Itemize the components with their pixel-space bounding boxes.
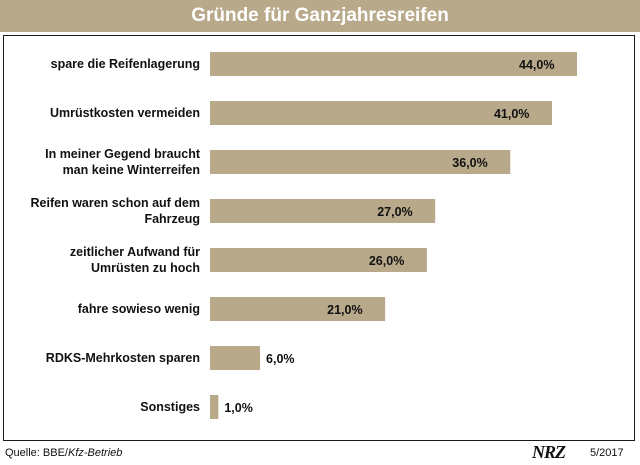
category-label-line: Umrüsten zu hoch xyxy=(91,261,200,275)
source-publication: Kfz-Betrieb xyxy=(67,447,123,459)
source-prefix: Quelle: BBE/ xyxy=(5,447,68,459)
value-label: 44,0% xyxy=(519,58,554,72)
value-label: 6,0% xyxy=(266,352,295,366)
source-note: Quelle: BBE/Kfz-Betrieb xyxy=(5,447,122,459)
category-label: RDKS-Mehrkosten sparen xyxy=(46,351,200,365)
title-bar: Gründe für Ganzjahresreifen xyxy=(0,0,640,32)
category-label-line: man keine Winterreifen xyxy=(63,163,200,177)
category-label-line: fahre sowieso wenig xyxy=(78,302,200,316)
value-label: 27,0% xyxy=(377,205,412,219)
value-label: 21,0% xyxy=(327,303,362,317)
bar xyxy=(210,101,552,125)
category-label: spare die Reifenlagerung xyxy=(51,57,200,71)
bar xyxy=(210,297,386,321)
category-label: Sonstiges xyxy=(140,400,200,414)
bar xyxy=(210,199,436,223)
category-label-line: RDKS-Mehrkosten sparen xyxy=(46,351,200,365)
publisher-logo: NRZ xyxy=(531,443,567,461)
category-label-line: Fahrzeug xyxy=(144,212,200,226)
category-label-line: zeitlicher Aufwand für xyxy=(70,245,200,259)
category-label-line: Umrüstkosten vermeiden xyxy=(50,106,200,120)
logo-text: NRZ xyxy=(531,443,566,461)
value-label: 41,0% xyxy=(494,107,529,121)
category-label: In meiner Gegend braucht man keine Winter… xyxy=(45,147,201,177)
value-label: 26,0% xyxy=(369,254,404,268)
value-label: 1,0% xyxy=(224,401,253,415)
category-label: Reifen waren schon auf dem Fahrzeug xyxy=(31,196,200,226)
bar xyxy=(210,346,261,370)
bar xyxy=(210,248,427,272)
chart-title: Gründe für Ganzjahresreifen xyxy=(191,5,449,26)
category-label-line: Reifen waren schon auf dem xyxy=(31,196,200,210)
bar xyxy=(210,395,219,419)
category-label-line: spare die Reifenlagerung xyxy=(51,57,200,71)
value-label: 36,0% xyxy=(452,156,487,170)
category-label-line: In meiner Gegend braucht xyxy=(45,147,201,161)
footer-date: 5/2017 xyxy=(590,447,624,459)
category-label: fahre sowieso wenig xyxy=(78,302,200,316)
category-label: zeitlicher Aufwand für Umrüsten zu hoch xyxy=(70,245,200,275)
bar xyxy=(210,52,577,76)
category-label-line: Sonstiges xyxy=(140,400,200,414)
category-label: Umrüstkosten vermeiden xyxy=(50,106,200,120)
bar xyxy=(210,150,511,174)
